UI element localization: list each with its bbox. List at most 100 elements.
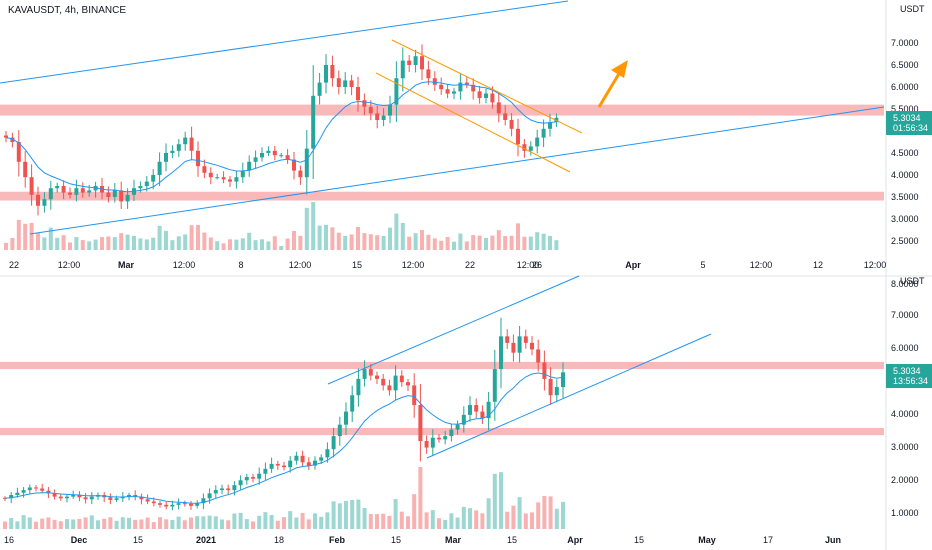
candle-body[interactable]: [337, 424, 342, 437]
candle-body[interactable]: [80, 188, 85, 193]
candle-body[interactable]: [68, 192, 72, 195]
candle-body[interactable]: [119, 190, 124, 202]
candle-body[interactable]: [443, 436, 448, 440]
candle-body[interactable]: [474, 405, 479, 412]
candle-body[interactable]: [3, 497, 7, 499]
candle-body[interactable]: [23, 161, 28, 178]
candle-body[interactable]: [331, 436, 336, 450]
candle-body[interactable]: [344, 411, 348, 425]
candle-body[interactable]: [477, 91, 482, 98]
bottom-time-scale[interactable]: 16 Dec 15 2021 18 Feb 15 Mar 15 Apr 15 May 17 Jun: [4, 535, 841, 545]
candle-body[interactable]: [413, 56, 418, 65]
candle-body[interactable]: [399, 375, 404, 383]
candle-body[interactable]: [4, 135, 8, 138]
candle-body[interactable]: [548, 378, 553, 396]
candle-body[interactable]: [336, 78, 341, 87]
candle-body[interactable]: [257, 473, 262, 479]
candle-body[interactable]: [260, 153, 264, 158]
candle-body[interactable]: [170, 504, 175, 507]
price-zone[interactable]: [0, 427, 884, 436]
candle-body[interactable]: [42, 199, 47, 206]
candle-body[interactable]: [247, 161, 252, 171]
candle-body[interactable]: [375, 113, 380, 120]
candle-body[interactable]: [368, 369, 373, 376]
candle-body[interactable]: [74, 188, 79, 195]
candle-body[interactable]: [356, 378, 361, 396]
candle-body[interactable]: [490, 93, 495, 103]
candle-body[interactable]: [48, 188, 53, 200]
candle-body[interactable]: [71, 495, 76, 497]
candle-body[interactable]: [279, 155, 284, 157]
candle-body[interactable]: [139, 496, 144, 500]
candle-body[interactable]: [381, 378, 386, 386]
candle-body[interactable]: [158, 503, 162, 505]
candle-body[interactable]: [461, 414, 466, 425]
candle-body[interactable]: [394, 78, 399, 105]
candle-body[interactable]: [319, 457, 324, 461]
candle-body[interactable]: [125, 194, 130, 202]
candle-body[interactable]: [516, 128, 520, 145]
candle-body[interactable]: [10, 137, 15, 142]
candle-body[interactable]: [46, 490, 51, 494]
top-price-scale[interactable]: 7.00006.50006.00005.50005.00004.50004.00…: [891, 38, 919, 246]
candle-body[interactable]: [424, 441, 429, 448]
candle-body[interactable]: [449, 429, 454, 437]
candle-body[interactable]: [393, 375, 398, 391]
candle-body[interactable]: [387, 385, 392, 391]
candle-body[interactable]: [144, 181, 149, 186]
candle-body[interactable]: [349, 80, 354, 87]
price-zone[interactable]: [0, 361, 884, 370]
candle-body[interactable]: [114, 498, 119, 500]
candle-body[interactable]: [238, 480, 243, 486]
candle-body[interactable]: [368, 106, 373, 114]
candle-body[interactable]: [298, 170, 303, 178]
candle-body[interactable]: [253, 157, 258, 162]
candle-body[interactable]: [36, 194, 40, 206]
candle-body[interactable]: [324, 65, 328, 83]
candle-body[interactable]: [221, 177, 226, 180]
candle-body[interactable]: [437, 437, 441, 440]
candle-body[interactable]: [430, 437, 435, 448]
candle-body[interactable]: [375, 375, 379, 379]
candle-body[interactable]: [244, 477, 249, 481]
candle-body[interactable]: [145, 499, 150, 502]
candle-body[interactable]: [418, 405, 423, 442]
candle-body[interactable]: [325, 449, 330, 458]
bottom-channel-lower-line[interactable]: [426, 333, 712, 459]
candle-body[interactable]: [240, 170, 245, 178]
chart-pane-top[interactable]: KAVAUSDT, 4h, BINANCE USDT 7.0000 6.5000 6…: [0, 0, 932, 270]
candle-body[interactable]: [215, 177, 220, 179]
candle-body[interactable]: [528, 146, 533, 151]
candle-body[interactable]: [112, 190, 117, 197]
candle-body[interactable]: [362, 100, 367, 107]
candle-body[interactable]: [266, 150, 271, 153]
candle-body[interactable]: [432, 78, 437, 85]
candle-body[interactable]: [503, 113, 508, 120]
candle-body[interactable]: [517, 336, 522, 353]
candle-body[interactable]: [511, 342, 516, 353]
candle-body[interactable]: [87, 190, 92, 193]
candle-body[interactable]: [455, 424, 460, 430]
candle-body[interactable]: [292, 159, 296, 171]
candle-body[interactable]: [445, 89, 450, 94]
candle-body[interactable]: [164, 504, 169, 507]
candle-body[interactable]: [127, 495, 131, 497]
candle-body[interactable]: [189, 503, 193, 506]
candle-body[interactable]: [381, 115, 386, 120]
candle-body[interactable]: [170, 150, 175, 153]
candle-body[interactable]: [548, 122, 552, 129]
candle-body[interactable]: [350, 395, 355, 412]
candle-body[interactable]: [304, 148, 309, 178]
candle-body[interactable]: [530, 342, 534, 350]
candle-body[interactable]: [536, 349, 541, 363]
candle-body[interactable]: [541, 128, 546, 138]
candle-body[interactable]: [554, 387, 559, 396]
candle-body[interactable]: [343, 80, 348, 87]
candle-body[interactable]: [138, 186, 143, 189]
candle-body[interactable]: [509, 120, 514, 129]
candle-body[interactable]: [182, 503, 187, 505]
candle-body[interactable]: [439, 84, 444, 90]
candle-body[interactable]: [189, 137, 194, 151]
candle-body[interactable]: [263, 468, 268, 474]
